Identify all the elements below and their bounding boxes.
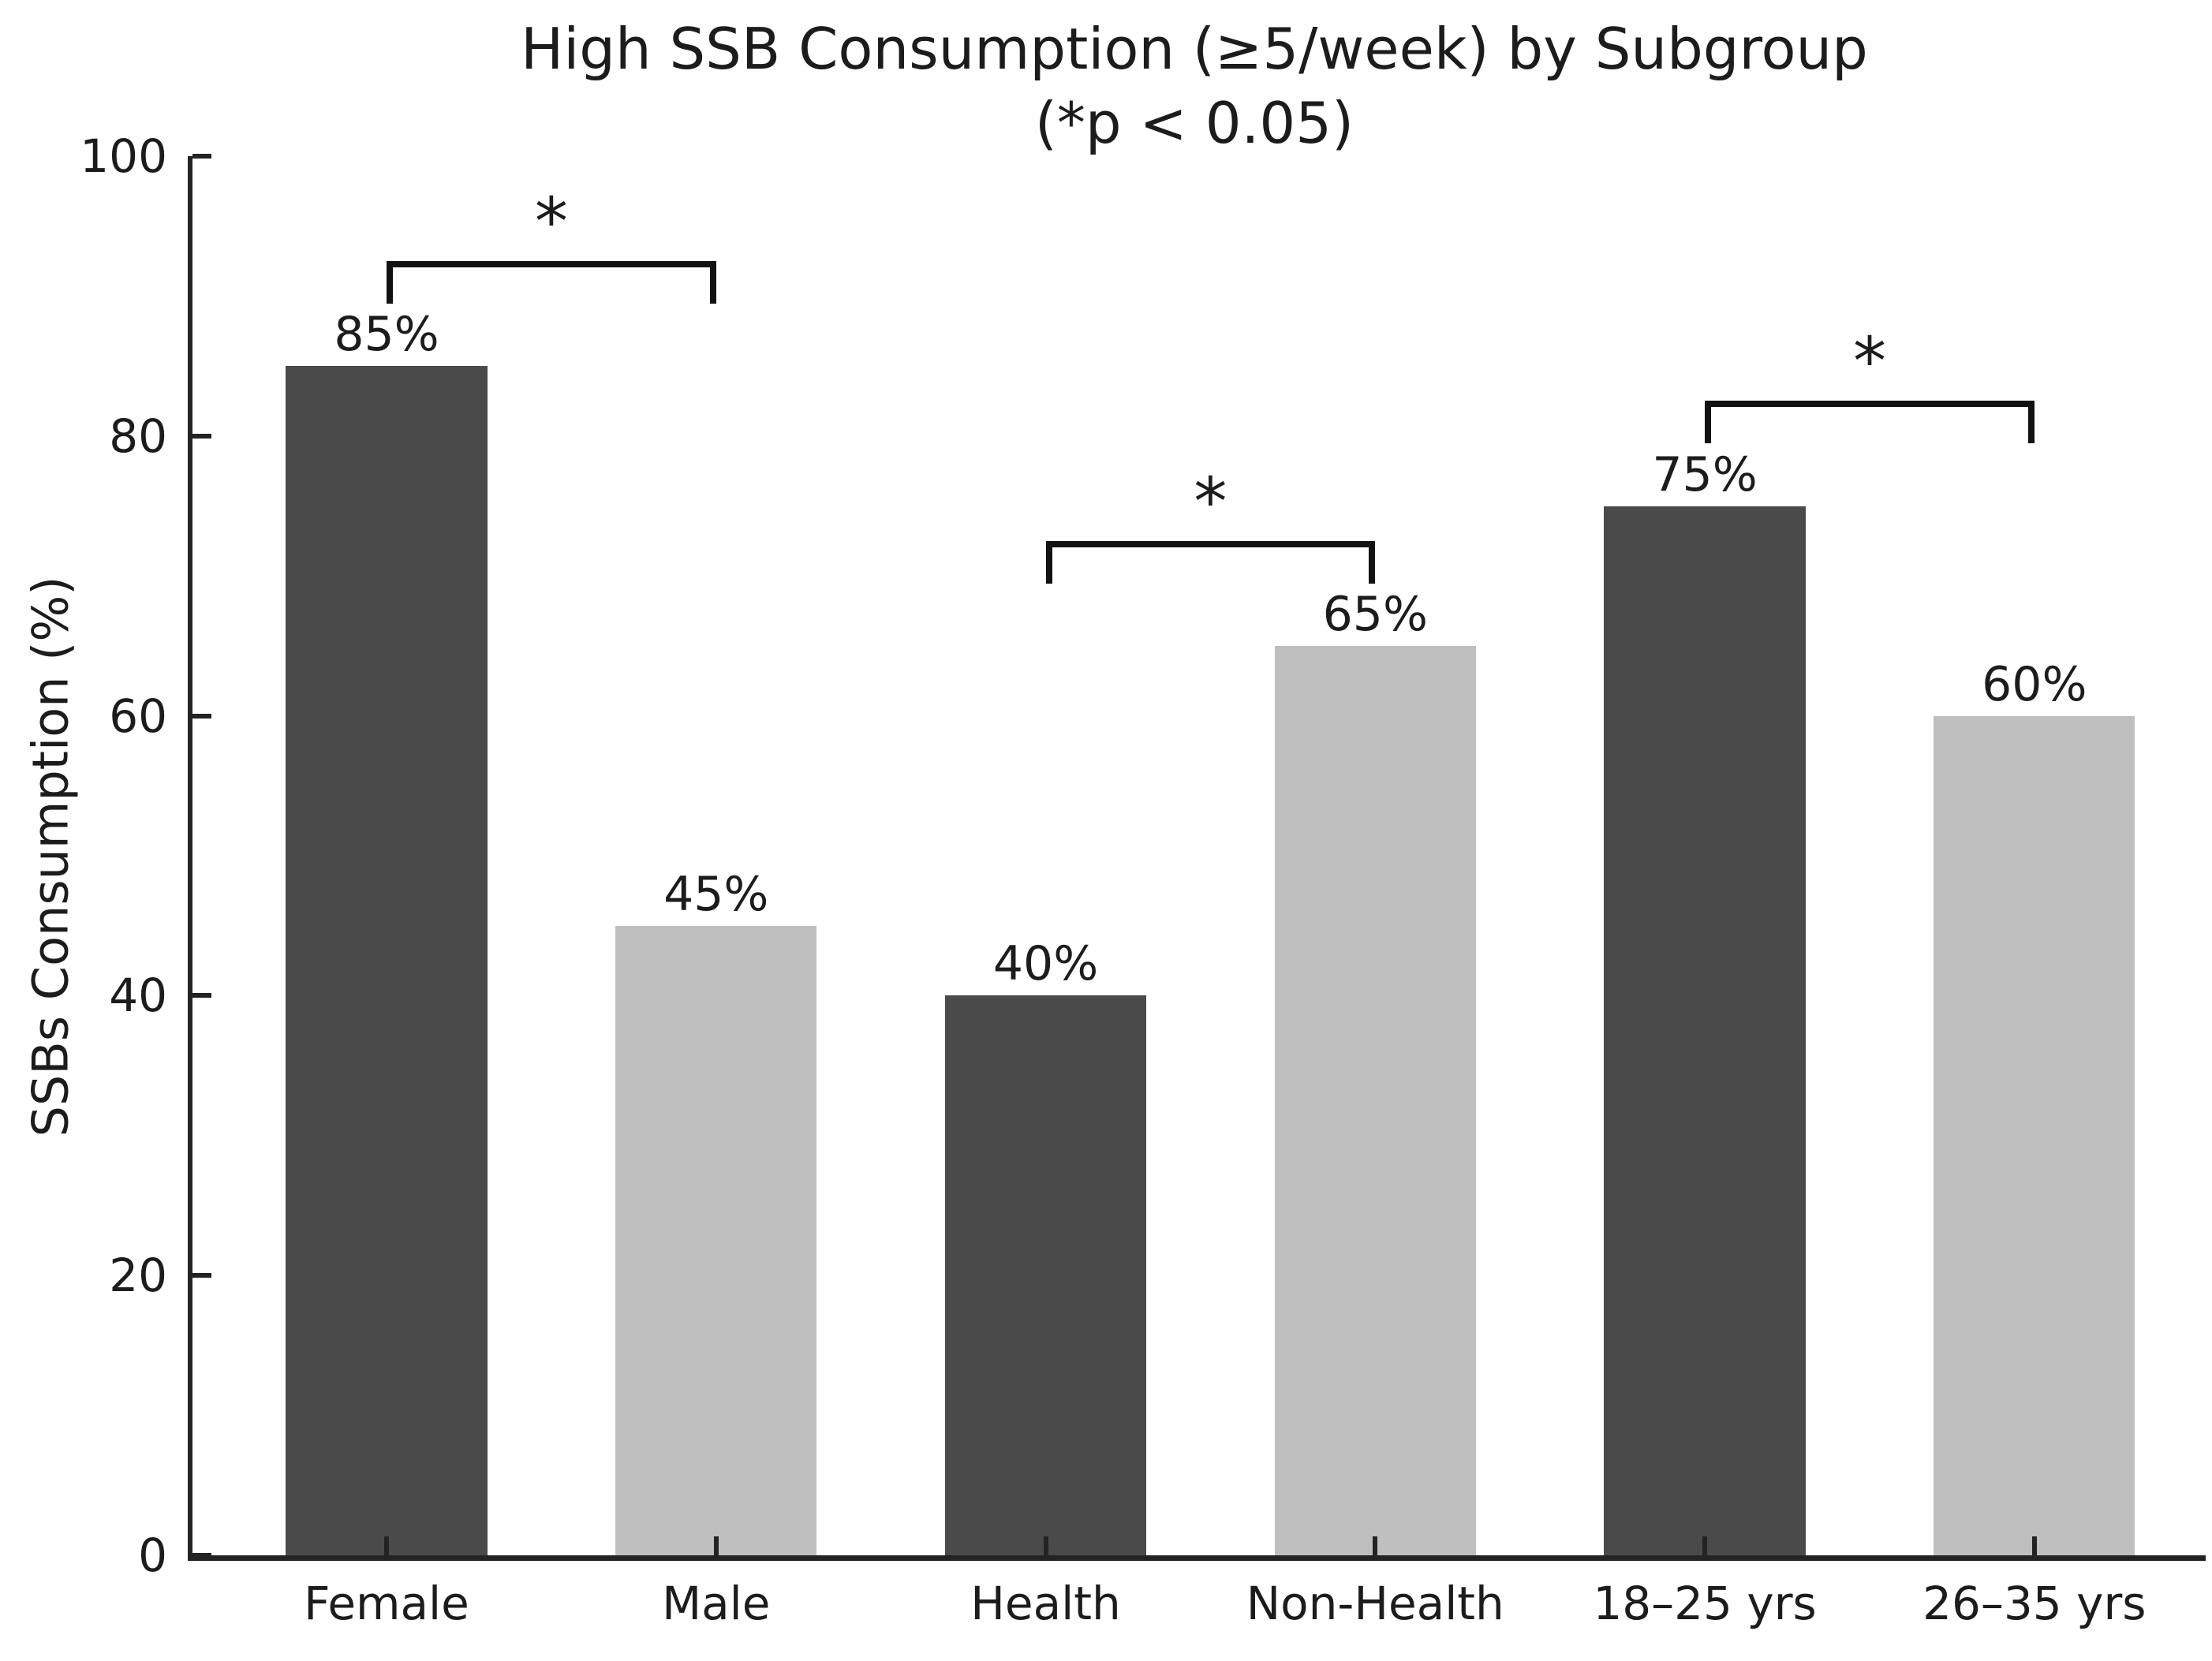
x-tick [1043, 1536, 1048, 1555]
chart-title: High SSB Consumption (≥5/week) by Subgro… [521, 16, 1868, 82]
y-tick [192, 713, 211, 719]
x-tick [1373, 1536, 1378, 1555]
y-axis-label: SSBs Consumption (%) [21, 576, 80, 1137]
bar-value-label-female: 85% [334, 307, 439, 363]
significance-bracket [1045, 540, 1376, 584]
x-tick [384, 1536, 389, 1555]
bar-26-35-yrs [1934, 715, 2135, 1555]
significance-asterisk: * [1852, 323, 1886, 401]
bar-male [615, 925, 817, 1555]
y-tick [192, 1553, 211, 1558]
x-tick [2031, 1536, 2037, 1555]
significance-bracket [1705, 401, 2035, 444]
bar-value-label-18-25-yrs: 75% [1652, 446, 1758, 502]
bar-value-label-26-35-yrs: 60% [1982, 656, 2087, 712]
plot-area: 0 20 40 60 80 100 85% Female 45% Male 40% Health 65%… [80, 133, 2206, 1626]
bar-female [286, 366, 488, 1555]
significance-asterisk: * [534, 183, 568, 261]
y-tick [192, 433, 211, 439]
x-tick-label-health: Health [970, 1577, 1121, 1630]
bar-value-label-non-health: 65% [1322, 586, 1428, 642]
chart-subtitle: (*p < 0.05) [1034, 89, 1354, 156]
significance-asterisk: * [1194, 462, 1227, 540]
x-tick-label-male: Male [662, 1577, 771, 1630]
y-tick-label: 80 [109, 409, 167, 463]
bar-value-label-male: 45% [663, 866, 769, 922]
x-tick [1702, 1536, 1708, 1555]
x-tick-label-18-25-yrs: 18–25 yrs [1593, 1577, 1817, 1630]
x-tick-label-female: Female [304, 1577, 469, 1630]
significance-bracket [387, 261, 716, 304]
bar-18-25-yrs [1604, 506, 1806, 1555]
y-tick [192, 154, 211, 159]
y-tick-label: 40 [109, 969, 167, 1023]
y-tick-label: 60 [109, 689, 167, 743]
x-tick-label-non-health: Non-Health [1246, 1577, 1504, 1630]
bar-value-label-health: 40% [992, 936, 1099, 992]
y-tick-label: 20 [109, 1249, 167, 1303]
bar-health [944, 995, 1147, 1555]
x-tick-label-26-35-yrs: 26–35 yrs [1922, 1577, 2147, 1630]
y-tick [192, 993, 211, 998]
y-tick-label: 100 [80, 129, 167, 183]
x-tick [713, 1536, 719, 1555]
bar-non-health [1274, 645, 1476, 1555]
y-tick-label: 0 [138, 1528, 167, 1582]
y-tick [192, 1273, 211, 1278]
title-block: High SSB Consumption (≥5/week) by Subgro… [188, 13, 2201, 160]
